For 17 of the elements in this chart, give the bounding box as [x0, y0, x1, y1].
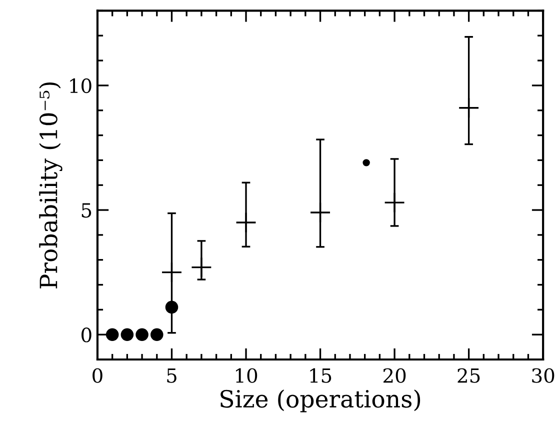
point	[106, 328, 119, 341]
y-tick-label: 5	[82, 203, 92, 218]
y-axis-title: Probability (10⁻⁵)	[39, 82, 62, 288]
point	[136, 328, 148, 341]
x-tick-label: 30	[532, 368, 554, 383]
x-axis-title: Size (operations)	[220, 389, 420, 412]
x-tick-label: 20	[383, 368, 406, 383]
x-tick-label: 25	[458, 368, 480, 383]
y-tick-label: 0	[82, 328, 92, 342]
x-tick-label: 10	[236, 368, 258, 383]
point	[362, 159, 370, 166]
point	[150, 328, 164, 341]
y-tick-label: 10	[70, 78, 92, 94]
x-tick-label: 5	[167, 368, 176, 383]
x-tick-label: 0	[92, 368, 102, 383]
point	[120, 328, 134, 341]
x-tick-label: 15	[310, 368, 332, 383]
